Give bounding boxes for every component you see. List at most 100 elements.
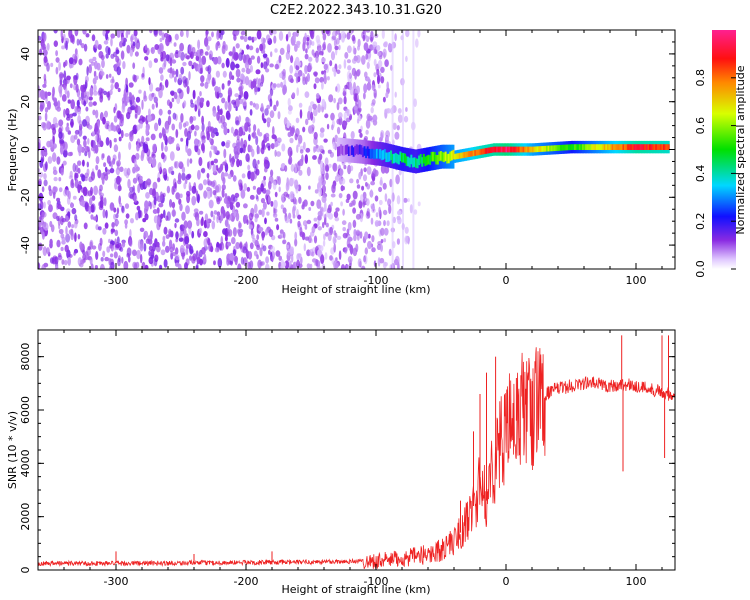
- spectrogram-cell: [262, 245, 267, 252]
- spectrogram-cell: [286, 43, 291, 52]
- spectrogram-cell: [347, 65, 352, 71]
- snr-x-axis: -300 -200 -100 0 100: [37, 330, 663, 588]
- spectrogram-cell: [395, 174, 400, 185]
- spectrogram-cell: [52, 86, 55, 97]
- spectrogram-cell: [262, 201, 267, 210]
- spectrogram-cell: [325, 231, 329, 237]
- trace-core-cell: [514, 146, 517, 153]
- spectrogram-cell: [321, 179, 326, 186]
- spectrogram-cell: [67, 190, 71, 200]
- trace-core-cell: [365, 148, 368, 159]
- spectrogram-cell: [347, 45, 352, 54]
- trace-core-cell: [349, 146, 352, 156]
- spectrogram-cell: [152, 242, 156, 252]
- spectrogram-cell: [322, 149, 325, 155]
- spectrogram-cell: [80, 199, 85, 207]
- spectrogram-cell: [82, 249, 86, 256]
- spectrogram-cell: [55, 57, 60, 63]
- spectrogram-cell: [286, 120, 290, 129]
- spectrogram-cell: [163, 58, 167, 68]
- spectrogram-cell: [262, 37, 266, 44]
- spectrogram-cell: [243, 203, 248, 209]
- spectrogram-cell: [274, 141, 279, 148]
- spectrogram-cell: [270, 246, 276, 253]
- spectrogram-cell: [405, 107, 408, 112]
- trace-core-cell: [380, 150, 383, 161]
- spectrogram-cell: [53, 40, 58, 47]
- spectrogram-cell: [105, 53, 109, 59]
- trace-core-cell: [508, 146, 511, 153]
- spectrogram-cell: [277, 176, 281, 186]
- spectrogram-cell: [175, 129, 179, 138]
- spectrogram-cell: [153, 30, 158, 36]
- spectrogram-cell: [102, 250, 106, 258]
- spectrogram-cell: [252, 158, 257, 169]
- spectrogram-cell: [262, 53, 268, 59]
- spectrogram-cell: [159, 264, 163, 269]
- spectrogram-cell: [364, 247, 368, 255]
- spectrogram-cell: [278, 55, 282, 64]
- spectrogram-cell: [397, 108, 402, 114]
- spectrogram-cell: [181, 172, 186, 181]
- spectrogram-cell: [150, 133, 156, 141]
- trace-core-cell: [536, 146, 539, 153]
- spectrogram-cell: [67, 151, 73, 157]
- spectrogram-cell: [149, 254, 155, 260]
- spectrogram-cell: [55, 50, 58, 57]
- spectrogram-cell: [94, 265, 98, 269]
- spectrogram-cell: [61, 218, 67, 223]
- spectrogram-cell: [371, 84, 375, 91]
- spectrogram-cell: [144, 44, 148, 51]
- spectrogram-cell: [385, 136, 389, 141]
- spectrogram-cell: [136, 143, 140, 152]
- trace-core-cell: [463, 152, 466, 158]
- spectrogram-cell: [179, 193, 183, 199]
- spectrogram-cell: [403, 197, 408, 203]
- spectrogram-cell: [178, 160, 183, 167]
- spectrogram-cell: [341, 220, 347, 226]
- spectrogram-cell: [341, 186, 345, 191]
- trace-core-cell: [595, 144, 598, 150]
- trace-core-cell: [340, 144, 343, 154]
- spectrogram-cell: [41, 264, 46, 269]
- spectrogram-cell: [199, 48, 204, 57]
- spectrogram-cell: [333, 238, 337, 243]
- spectrogram-cell: [56, 106, 61, 112]
- trace-core-cell: [494, 146, 497, 153]
- spectrogram-cell: [289, 137, 294, 144]
- colorbar: 0.00.20.40.60.8 Normalized spectral ampl…: [694, 30, 747, 278]
- trace-core-cell: [424, 156, 427, 167]
- spectrogram-cell: [75, 72, 79, 81]
- spectrogram-cell: [240, 35, 244, 40]
- spectrogram-cell: [52, 127, 57, 135]
- spectrogram-cell: [43, 201, 46, 209]
- spectrogram-cell: [226, 200, 230, 209]
- spectrogram-cell: [58, 223, 61, 230]
- spectrogram-cell: [366, 113, 371, 121]
- trace-core-cell: [574, 144, 577, 150]
- spectrogram-cell: [47, 199, 51, 206]
- spectrogram-cell: [302, 41, 306, 52]
- spectrogram-cell: [155, 101, 158, 108]
- spectrogram-cell: [327, 232, 332, 242]
- trace-core-cell: [588, 144, 591, 150]
- spectrogram-x-axis: -300 -200 -100 0 100: [37, 30, 663, 287]
- trace-core-cell: [667, 144, 670, 150]
- spectrogram-cell: [310, 200, 315, 207]
- spectrogram-cell: [186, 85, 190, 95]
- spectrogram-cell: [285, 51, 291, 60]
- spectrogram-cell: [118, 195, 121, 205]
- spectrogram-cell: [61, 45, 66, 50]
- spectrogram-cell: [252, 185, 256, 190]
- spectrogram-cell: [386, 81, 390, 90]
- spectrogram-cell: [284, 216, 290, 224]
- spectrogram-cell: [280, 204, 284, 210]
- spectrogram-cell: [321, 81, 324, 90]
- spectrogram-cell: [199, 91, 202, 97]
- spectrogram-cell: [311, 226, 316, 234]
- spectrogram-cell: [278, 255, 283, 261]
- spectrogram-cell: [373, 88, 377, 98]
- spectrogram-cell: [265, 68, 270, 73]
- spectrogram-cell: [303, 243, 306, 252]
- spectrogram-cell: [126, 111, 131, 120]
